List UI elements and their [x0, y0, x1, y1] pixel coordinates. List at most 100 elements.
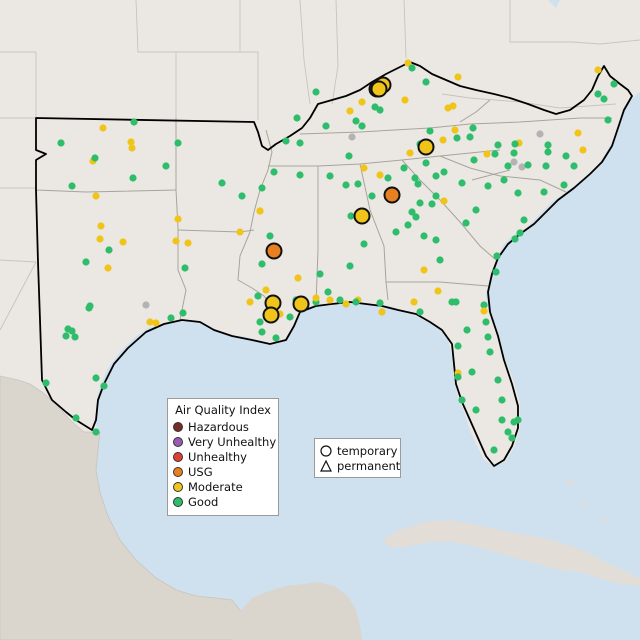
monitor-point-good[interactable] [426, 127, 434, 135]
monitor-point-good[interactable] [454, 342, 462, 350]
monitor-point-good[interactable] [296, 139, 304, 147]
monitor-point-moderate[interactable] [152, 319, 160, 327]
monitor-point-moderate[interactable] [594, 66, 602, 74]
temporary-monitor-usg[interactable] [383, 186, 401, 204]
monitor-point-moderate[interactable] [451, 126, 459, 134]
monitor-point-good[interactable] [498, 396, 506, 404]
temporary-monitor-moderate[interactable] [292, 295, 310, 313]
monitor-point-good[interactable] [472, 406, 480, 414]
monitor-point-moderate[interactable] [92, 192, 100, 200]
monitor-point-good[interactable] [516, 229, 524, 237]
monitor-point-good[interactable] [540, 188, 548, 196]
monitor-point-moderate[interactable] [360, 164, 368, 172]
monitor-point-good[interactable] [452, 298, 460, 306]
monitor-point-good[interactable] [416, 308, 424, 316]
monitor-point-good[interactable] [336, 296, 344, 304]
monitor-point-good[interactable] [466, 133, 474, 141]
monitor-point-good[interactable] [432, 172, 440, 180]
monitor-point-good[interactable] [420, 232, 428, 240]
monitor-point-good[interactable] [270, 168, 278, 176]
monitor-point-moderate[interactable] [358, 98, 366, 106]
monitor-point-good[interactable] [432, 192, 440, 200]
monitor-point-moderate[interactable] [236, 228, 244, 236]
monitor-point-good[interactable] [468, 368, 476, 376]
monitor-point-good[interactable] [562, 152, 570, 160]
monitor-point-good[interactable] [436, 256, 444, 264]
monitor-point-good[interactable] [286, 313, 294, 321]
monitor-point-moderate[interactable] [410, 298, 418, 306]
monitor-point-moderate[interactable] [346, 107, 354, 115]
monitor-point-good[interactable] [493, 252, 501, 260]
monitor-point-good[interactable] [181, 264, 189, 272]
monitor-point-good[interactable] [342, 181, 350, 189]
monitor-point-good[interactable] [520, 216, 528, 224]
monitor-point-good[interactable] [514, 189, 522, 197]
monitor-point-good[interactable] [384, 174, 392, 182]
monitor-point-moderate[interactable] [449, 102, 457, 110]
monitor-point-moderate[interactable] [312, 294, 320, 302]
monitor-point-good[interactable] [594, 90, 602, 98]
monitor-point-good[interactable] [324, 288, 332, 296]
monitor-point-good[interactable] [490, 446, 498, 454]
monitor-point-good[interactable] [266, 232, 274, 240]
monitor-point-moderate[interactable] [326, 296, 334, 304]
monitor-point-good[interactable] [486, 348, 494, 356]
monitor-point-good[interactable] [504, 428, 512, 436]
monitor-point-good[interactable] [105, 246, 113, 254]
temporary-monitor-moderate[interactable] [262, 306, 280, 324]
monitor-point-moderate[interactable] [440, 197, 448, 205]
monitor-point-good[interactable] [492, 268, 500, 276]
monitor-point-no-data[interactable] [518, 163, 526, 171]
monitor-points[interactable] [42, 59, 618, 454]
monitor-point-good[interactable] [282, 137, 290, 145]
monitor-point-moderate[interactable] [378, 308, 386, 316]
monitor-point-good[interactable] [129, 174, 137, 182]
monitor-point-moderate[interactable] [184, 239, 192, 247]
monitor-point-good[interactable] [256, 318, 264, 326]
monitor-point-good[interactable] [570, 162, 578, 170]
monitor-point-good[interactable] [42, 379, 50, 387]
monitor-point-moderate[interactable] [574, 129, 582, 137]
monitor-point-good[interactable] [494, 141, 502, 149]
monitor-point-good[interactable] [469, 124, 477, 132]
monitor-point-good[interactable] [432, 236, 440, 244]
monitor-point-moderate[interactable] [406, 149, 414, 157]
monitor-point-good[interactable] [428, 200, 436, 208]
monitor-point-good[interactable] [293, 114, 301, 122]
monitor-point-good[interactable] [440, 168, 448, 176]
monitor-point-moderate[interactable] [480, 307, 488, 315]
monitor-point-good[interactable] [316, 270, 324, 278]
temporary-monitor-moderate[interactable] [353, 207, 371, 225]
monitor-point-moderate[interactable] [401, 96, 409, 104]
monitor-point-good[interactable] [482, 318, 490, 326]
monitor-point-good[interactable] [258, 260, 266, 268]
monitor-point-moderate[interactable] [420, 266, 428, 274]
monitor-point-good[interactable] [92, 374, 100, 382]
monitor-point-good[interactable] [514, 416, 522, 424]
monitor-point-good[interactable] [544, 148, 552, 156]
monitor-point-moderate[interactable] [483, 150, 491, 158]
monitor-point-good[interactable] [411, 174, 419, 182]
monitor-point-good[interactable] [408, 208, 416, 216]
monitor-point-moderate[interactable] [146, 318, 154, 326]
monitor-point-good[interactable] [82, 258, 90, 266]
monitor-point-moderate[interactable] [454, 73, 462, 81]
monitor-point-moderate[interactable] [97, 222, 105, 230]
monitor-point-good[interactable] [174, 139, 182, 147]
monitor-point-good[interactable] [92, 428, 100, 436]
monitor-point-good[interactable] [480, 301, 488, 309]
monitor-point-moderate[interactable] [119, 238, 127, 246]
monitor-point-good[interactable] [392, 228, 400, 236]
monitor-point-good[interactable] [404, 221, 412, 229]
monitor-point-good[interactable] [368, 192, 376, 200]
monitor-point-good[interactable] [504, 162, 512, 170]
monitor-point-good[interactable] [352, 298, 360, 306]
monitor-point-good[interactable] [416, 199, 424, 207]
monitor-point-good[interactable] [462, 219, 470, 227]
monitor-point-no-data[interactable] [510, 158, 518, 166]
monitor-point-good[interactable] [85, 304, 93, 312]
monitor-point-moderate[interactable] [127, 138, 135, 146]
monitor-point-moderate[interactable] [294, 274, 302, 282]
monitor-point-good[interactable] [470, 156, 478, 164]
temporary-monitor-moderate[interactable] [417, 138, 435, 156]
